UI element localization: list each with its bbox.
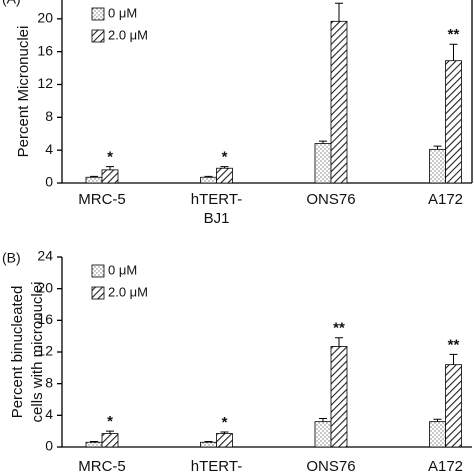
y-tick-label: 0 bbox=[45, 438, 53, 454]
y-tick-label: 16 bbox=[37, 311, 53, 327]
y-tick-label: 20 bbox=[37, 10, 53, 26]
error-bar bbox=[449, 43, 458, 61]
error-bar bbox=[106, 166, 114, 170]
significance-label: * bbox=[107, 149, 113, 166]
y-tick-label: 12 bbox=[37, 75, 53, 91]
legend-label: 0 μM bbox=[108, 5, 137, 20]
y-tick-label: 20 bbox=[37, 279, 53, 295]
panel-label: (B) bbox=[2, 250, 21, 266]
bar bbox=[330, 346, 348, 448]
x-tick-label: BJ1 bbox=[204, 210, 230, 227]
error-bar bbox=[319, 140, 327, 144]
legend-swatch bbox=[91, 286, 105, 300]
bar bbox=[429, 421, 446, 448]
y-tick-label: 12 bbox=[37, 343, 53, 359]
error-bar bbox=[90, 175, 98, 178]
significance-label: * bbox=[222, 414, 228, 431]
error-bar bbox=[335, 337, 343, 347]
x-tick-label: ONS76 bbox=[306, 191, 355, 208]
x-tick-label: hTERT- bbox=[191, 191, 242, 208]
error-bar bbox=[204, 175, 213, 178]
bar bbox=[429, 148, 446, 184]
bar bbox=[101, 169, 119, 184]
bar bbox=[216, 433, 233, 448]
y-axis-label: cells with micronuclei bbox=[29, 282, 46, 423]
bar bbox=[314, 143, 332, 184]
bar bbox=[445, 60, 462, 184]
x-tick-label: MRC-5 bbox=[78, 191, 126, 208]
y-axis-label: Percent binucleated bbox=[9, 286, 26, 419]
error-bar bbox=[433, 145, 442, 150]
legend-swatch bbox=[91, 264, 105, 278]
y-tick-label: 4 bbox=[45, 141, 53, 157]
y-tick-label: 8 bbox=[45, 108, 53, 124]
legend-swatch bbox=[91, 7, 105, 21]
significance-label: ** bbox=[448, 336, 460, 353]
bar bbox=[216, 167, 233, 184]
error-bar bbox=[319, 418, 327, 422]
error-bar bbox=[106, 430, 114, 434]
legend-swatch bbox=[91, 29, 105, 43]
bar bbox=[330, 20, 348, 184]
error-bar bbox=[433, 418, 442, 422]
y-tick-label: 16 bbox=[37, 42, 53, 58]
x-tick-label: A172 bbox=[428, 458, 463, 474]
significance-label: ** bbox=[448, 26, 460, 43]
y-axis-label: Percent Micronuclei bbox=[15, 26, 32, 158]
y-tick-label: 4 bbox=[45, 406, 53, 422]
x-tick-label: ONS76 bbox=[306, 458, 355, 474]
significance-label: * bbox=[107, 413, 113, 430]
x-tick-label: MRC-5 bbox=[78, 458, 126, 474]
x-tick-label: A172 bbox=[428, 191, 463, 208]
error-bar bbox=[220, 166, 229, 169]
bar bbox=[200, 441, 217, 448]
legend-label: 0 μM bbox=[108, 262, 137, 277]
error-bar bbox=[90, 440, 98, 443]
legend-label: 2.0 μM bbox=[108, 27, 148, 42]
error-bar bbox=[220, 431, 229, 434]
y-tick-label: 24 bbox=[37, 248, 53, 264]
significance-label: ** bbox=[333, 0, 345, 2]
significance-label: ** bbox=[333, 320, 345, 337]
significance-label: * bbox=[222, 149, 228, 166]
y-tick-label: 0 bbox=[45, 174, 53, 190]
bar bbox=[101, 433, 119, 448]
bar bbox=[314, 421, 332, 448]
y-tick-label: 8 bbox=[45, 374, 53, 390]
legend-label: 2.0 μM bbox=[108, 284, 148, 299]
bar bbox=[200, 176, 217, 184]
bar bbox=[85, 441, 103, 448]
x-tick-label: hTERT- bbox=[191, 458, 242, 474]
error-bar bbox=[204, 440, 213, 443]
error-bar bbox=[335, 2, 343, 22]
panel-label: (A) bbox=[2, 0, 21, 7]
error-bar bbox=[449, 353, 458, 365]
bar bbox=[445, 364, 462, 448]
bar bbox=[85, 176, 103, 184]
